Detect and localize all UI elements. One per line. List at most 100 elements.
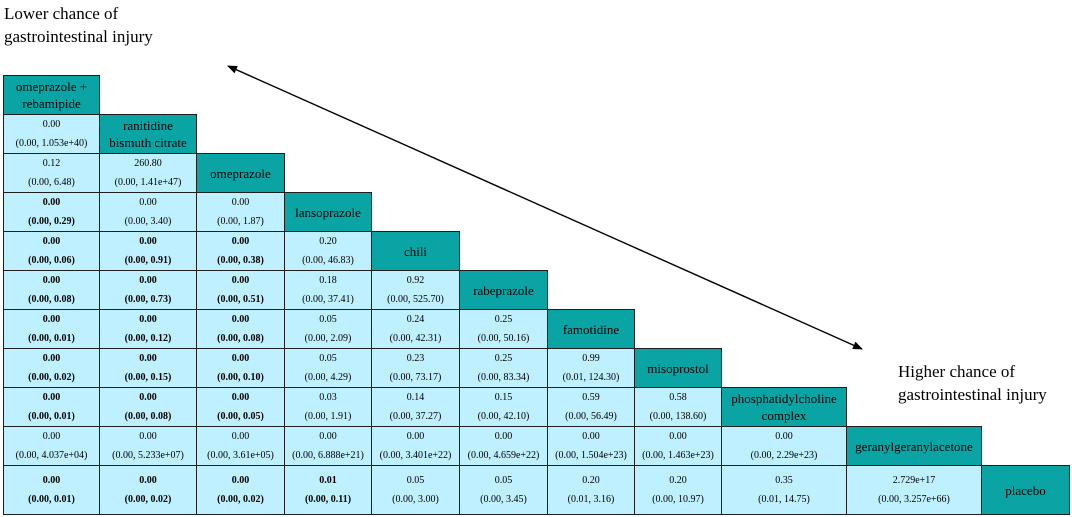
comparison-estimate: 0.00 bbox=[231, 391, 250, 403]
comparison-estimate: 0.00 bbox=[42, 430, 61, 442]
comparison-cell: 0.92 (0.00, 525.70) bbox=[371, 270, 460, 310]
comparison-cell: 0.00 (0.00, 6.888e+21) bbox=[284, 426, 372, 466]
treatment-cell-lansoprazole: lansoprazole bbox=[284, 192, 372, 232]
comparison-cell: 0.05 (0.00, 3.45) bbox=[459, 465, 548, 515]
comparison-estimate: 0.00 bbox=[231, 430, 250, 442]
comparison-confidence-interval: (0.00, 0.08) bbox=[124, 410, 172, 422]
comparison-estimate: 0.00 bbox=[582, 430, 600, 442]
comparison-estimate: 0.00 bbox=[139, 196, 157, 208]
comparison-confidence-interval: (0.00, 0.91) bbox=[124, 254, 172, 266]
comparison-estimate: 0.00 bbox=[42, 235, 61, 247]
comparison-confidence-interval: (0.00, 0.10) bbox=[217, 371, 264, 383]
comparison-cell: 0.00 (0.00, 0.38) bbox=[196, 231, 285, 271]
comparison-confidence-interval: (0.00, 525.70) bbox=[387, 293, 444, 305]
comparison-estimate: 0.00 bbox=[139, 313, 157, 325]
treatment-label: phosphatidylcholine bbox=[731, 391, 837, 406]
comparison-confidence-interval: (0.01, 14.75) bbox=[758, 493, 810, 505]
comparison-estimate: 0.18 bbox=[319, 274, 337, 286]
comparison-confidence-interval: (0.00, 83.34) bbox=[477, 371, 530, 383]
lower-chance-label-line-1: Lower chance of bbox=[4, 4, 119, 23]
treatment-label: famotidine bbox=[562, 321, 620, 337]
comparison-confidence-interval: (0.00, 0.73) bbox=[124, 293, 172, 305]
higher-chance-label-line-1: Higher chance of bbox=[898, 362, 1016, 381]
comparison-estimate: 0.00 bbox=[139, 430, 157, 442]
comparison-confidence-interval: (0.00, 4.037e+04) bbox=[15, 449, 88, 461]
comparison-estimate: 0.00 bbox=[42, 352, 61, 364]
comparison-cell: 0.25 (0.00, 83.34) bbox=[459, 348, 548, 388]
comparison-estimate: 0.05 bbox=[319, 313, 337, 325]
comparison-confidence-interval: (0.00, 0.02) bbox=[217, 493, 264, 505]
lower-chance-label-line-2: gastrointestinal injury bbox=[4, 27, 153, 46]
comparison-cell: 0.00 (0.00, 3.61e+05) bbox=[196, 426, 285, 466]
comparison-cell: 2.729e+17 (0.00, 3.257e+66) bbox=[846, 465, 982, 515]
comparison-cell: 0.00 (0.00, 0.05) bbox=[196, 387, 285, 427]
comparison-cell: 0.00 (0.00, 0.08) bbox=[196, 309, 285, 349]
comparison-cell: 0.00 (0.00, 0.15) bbox=[99, 348, 197, 388]
comparison-estimate: 0.00 bbox=[42, 274, 61, 286]
comparison-confidence-interval: (0.00, 3.00) bbox=[392, 493, 439, 505]
comparison-cell: 0.20 (0.01, 3.16) bbox=[547, 465, 635, 515]
treatment-label: placebo bbox=[1005, 482, 1046, 498]
comparison-confidence-interval: (0.00, 0.06) bbox=[28, 254, 75, 266]
comparison-confidence-interval: (0.00, 0.05) bbox=[217, 410, 264, 422]
comparison-cell: 0.58 (0.00, 138.60) bbox=[634, 387, 722, 427]
comparison-cell: 0.00 (0.00, 0.08) bbox=[3, 270, 100, 310]
comparison-confidence-interval: (0.00, 0.08) bbox=[28, 293, 75, 305]
comparison-estimate: 0.20 bbox=[582, 474, 600, 486]
comparison-confidence-interval: (0.00, 3.257e+66) bbox=[878, 493, 950, 505]
comparison-cell: 0.05 (0.00, 3.00) bbox=[371, 465, 460, 515]
higher-chance-label-line-2: gastrointestinal injury bbox=[898, 385, 1047, 404]
comparison-estimate: 0.05 bbox=[494, 474, 513, 486]
comparison-cell: 0.23 (0.00, 73.17) bbox=[371, 348, 460, 388]
treatment-label: misoprostol bbox=[647, 360, 709, 376]
comparison-estimate: 0.00 bbox=[319, 430, 337, 442]
comparison-estimate: 0.20 bbox=[669, 474, 687, 486]
treatment-cell-misoprostol: misoprostol bbox=[634, 348, 722, 388]
comparison-estimate: 0.99 bbox=[582, 352, 600, 364]
comparison-cell: 260.80 (0.00, 1.41e+47) bbox=[99, 153, 197, 193]
comparison-cell: 0.05 (0.00, 2.09) bbox=[284, 309, 372, 349]
comparison-confidence-interval: (0.00, 1.504e+23) bbox=[555, 449, 627, 461]
treatment-label: rabeprazole bbox=[473, 282, 534, 298]
comparison-confidence-interval: (0.00, 2.09) bbox=[304, 332, 352, 344]
comparison-estimate: 0.35 bbox=[775, 474, 793, 486]
comparison-cell: 0.00 (0.00, 0.01) bbox=[3, 309, 100, 349]
comparison-confidence-interval: (0.00, 0.02) bbox=[28, 371, 75, 383]
comparison-estimate: 0.92 bbox=[406, 274, 425, 286]
comparison-cell: 0.00 (0.00, 0.10) bbox=[196, 348, 285, 388]
comparison-cell: 0.00 (0.00, 0.12) bbox=[99, 309, 197, 349]
comparison-estimate: 0.00 bbox=[42, 313, 61, 325]
comparison-estimate: 0.00 bbox=[669, 430, 687, 442]
comparison-confidence-interval: (0.00, 2.29e+23) bbox=[750, 449, 818, 461]
comparison-confidence-interval: (0.00, 42.10) bbox=[477, 410, 530, 422]
treatment-cell-omeprazole-rebamipide: omeprazole + rebamipide bbox=[3, 75, 100, 115]
comparison-confidence-interval: (0.00, 46.83) bbox=[302, 254, 354, 266]
comparison-confidence-interval: (0.00, 0.12) bbox=[124, 332, 172, 344]
comparison-estimate: 0.05 bbox=[406, 474, 425, 486]
higher-chance-label: Higher chance of gastrointestinal injury bbox=[898, 360, 1047, 406]
treatment-label: chili bbox=[403, 243, 428, 259]
comparison-estimate: 2.729e+17 bbox=[892, 474, 936, 486]
comparison-cell: 0.00 (0.00, 4.037e+04) bbox=[3, 426, 100, 466]
treatment-label: geranylgeranylacetone bbox=[855, 438, 973, 454]
comparison-cell: 0.01 (0.00, 0.11) bbox=[284, 465, 372, 515]
comparison-cell: 0.18 (0.00, 37.41) bbox=[284, 270, 372, 310]
comparison-cell: 0.00 (0.00, 1.504e+23) bbox=[547, 426, 635, 466]
treatment-cell-famotidine: famotidine bbox=[547, 309, 635, 349]
comparison-cell: 0.03 (0.00, 1.91) bbox=[284, 387, 372, 427]
comparison-estimate: 0.23 bbox=[406, 352, 425, 364]
comparison-estimate: 0.59 bbox=[582, 391, 600, 403]
comparison-estimate: 0.14 bbox=[406, 391, 425, 403]
comparison-estimate: 0.00 bbox=[42, 196, 61, 208]
comparison-confidence-interval: (0.00, 1.463e+23) bbox=[642, 449, 714, 461]
comparison-estimate: 0.20 bbox=[319, 235, 337, 247]
comparison-estimate: 0.00 bbox=[139, 274, 157, 286]
comparison-estimate: 0.00 bbox=[42, 118, 61, 130]
comparison-cell: 0.00 (0.00, 0.02) bbox=[196, 465, 285, 515]
comparison-confidence-interval: (0.00, 0.01) bbox=[28, 332, 75, 344]
comparison-estimate: 0.00 bbox=[42, 391, 61, 403]
comparison-cell: 0.99 (0.01, 124.30) bbox=[547, 348, 635, 388]
comparison-confidence-interval: (0.00, 0.08) bbox=[217, 332, 264, 344]
comparison-estimate: 0.00 bbox=[139, 352, 157, 364]
